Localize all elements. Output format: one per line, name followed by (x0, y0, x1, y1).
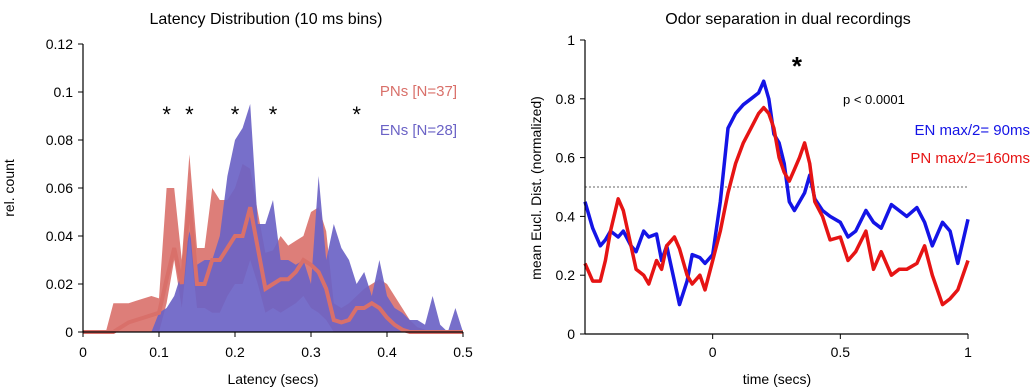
latency-significance-markers: * * * * * (162, 102, 361, 127)
significance-star: * (185, 102, 194, 127)
pn-line (583, 105, 970, 307)
y-tick-label: 0 (567, 326, 575, 342)
y-tick-label: 0.08 (46, 132, 73, 148)
y-tick-label: 0 (65, 324, 73, 340)
x-tick-label: 0.5 (831, 344, 851, 360)
latency-y-label: rel. count (1, 159, 17, 217)
x-tick-label: 0.5 (453, 344, 473, 360)
en-area (83, 104, 463, 332)
en-line (583, 79, 970, 307)
latency-chart: Latency Distribution (10 ms bins) 0 0.1 0.… (1, 11, 473, 387)
significance-star: * (269, 102, 278, 127)
y-tick-label: 0.04 (46, 228, 73, 244)
y-tick-label: 0.4 (556, 208, 576, 224)
x-tick-label: 0 (79, 344, 87, 360)
latency-plot-area (83, 104, 463, 334)
y-tick-label: 0.8 (556, 91, 576, 107)
latency-chart-title: Latency Distribution (10 ms bins) (150, 11, 383, 28)
significance-star: * (162, 102, 171, 127)
latency-ticks: 0 0.1 0.2 0.3 0.4 0.5 0 0.02 0.04 0.06 0.08 0.1 0.12 (46, 36, 473, 360)
y-tick-label: 1 (567, 32, 575, 48)
odor-separation-chart: Odor separation in dual recordings 0 0.5 1… (528, 11, 1030, 387)
x-tick-label: 0.3 (301, 344, 321, 360)
legend-ens: ENs [N=28] (380, 122, 457, 139)
x-tick-label: 0.1 (149, 344, 169, 360)
x-tick-label: 0.4 (377, 344, 397, 360)
y-tick-label: 0.2 (556, 267, 576, 283)
y-tick-label: 0.02 (46, 276, 73, 292)
significance-star: * (792, 51, 803, 81)
y-tick-label: 0.06 (46, 180, 73, 196)
odor-plot-area (583, 79, 970, 307)
y-tick-label: 0.1 (54, 84, 74, 100)
p-value-text: p < 0.0001 (843, 92, 905, 107)
pn-mean-line (83, 199, 463, 334)
odor-chart-title: Odor separation in dual recordings (665, 11, 910, 28)
odor-ticks: 0 0.5 1 0 0.2 0.4 0.6 0.8 1 (556, 32, 973, 360)
legend-pns: PNs [N=37] (380, 83, 457, 100)
significance-star: * (352, 102, 361, 127)
y-tick-label: 0.6 (556, 150, 576, 166)
x-tick-label: 1 (964, 344, 972, 360)
y-tick-label: 0.12 (46, 36, 73, 52)
legend-en: EN max/2= 90ms (915, 122, 1030, 139)
x-tick-label: 0 (709, 344, 717, 360)
odor-y-label: mean Eucl. Dist. (normalized) (528, 96, 544, 280)
significance-star: * (231, 102, 240, 127)
latency-x-label: Latency (secs) (227, 371, 318, 387)
x-tick-label: 0.2 (225, 344, 245, 360)
legend-pn: PN max/2=160ms (910, 150, 1030, 167)
odor-x-label: time (secs) (743, 371, 811, 387)
